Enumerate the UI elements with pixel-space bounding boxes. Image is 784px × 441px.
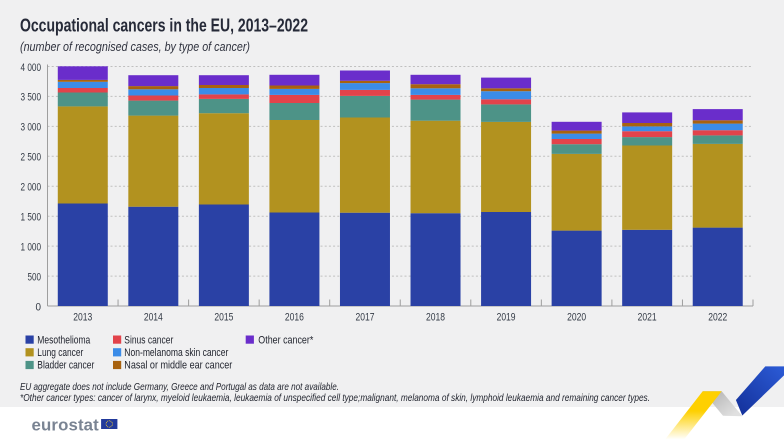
svg-text:Bladder cancer: Bladder cancer bbox=[37, 360, 94, 372]
svg-text:Nasal or middle ear cancer: Nasal or middle ear cancer bbox=[124, 360, 232, 372]
svg-text:0: 0 bbox=[36, 301, 42, 313]
svg-text:4 000: 4 000 bbox=[21, 62, 42, 74]
svg-text:Lung cancer: Lung cancer bbox=[37, 347, 83, 359]
svg-text:Occupational cancers in the EU: Occupational cancers in the EU, 2013–202… bbox=[20, 14, 308, 35]
svg-text:Mesothelioma: Mesothelioma bbox=[37, 334, 90, 346]
svg-text:2019: 2019 bbox=[497, 312, 516, 324]
svg-text:2021: 2021 bbox=[638, 312, 657, 324]
svg-text:Non-melanoma skin cancer: Non-melanoma skin cancer bbox=[124, 347, 228, 359]
svg-text:(number of recognised cases, b: (number of recognised cases, by type of … bbox=[20, 39, 250, 54]
svg-text:EU aggregate does not include: EU aggregate does not include Germany, G… bbox=[20, 382, 339, 393]
svg-text:*Other cancer types: cancer of: *Other cancer types: cancer of larynx, m… bbox=[20, 393, 650, 404]
svg-text:2015: 2015 bbox=[214, 312, 233, 324]
svg-text:2 500: 2 500 bbox=[21, 152, 42, 164]
svg-text:2013: 2013 bbox=[73, 312, 92, 324]
svg-text:2020: 2020 bbox=[567, 312, 586, 324]
svg-text:2022: 2022 bbox=[708, 312, 727, 324]
svg-text:2014: 2014 bbox=[144, 312, 163, 324]
svg-text:3 000: 3 000 bbox=[21, 122, 42, 134]
svg-text:Other cancer*: Other cancer* bbox=[258, 334, 313, 346]
svg-text:2 000: 2 000 bbox=[21, 182, 42, 194]
svg-text:2017: 2017 bbox=[355, 312, 374, 324]
svg-text:2016: 2016 bbox=[285, 312, 304, 324]
svg-text:Sinus cancer: Sinus cancer bbox=[124, 334, 173, 346]
svg-text:3 500: 3 500 bbox=[21, 92, 42, 104]
svg-text:1 500: 1 500 bbox=[21, 212, 42, 224]
svg-text:eurostat: eurostat bbox=[32, 415, 100, 434]
svg-text:1 000: 1 000 bbox=[21, 241, 42, 253]
svg-text:500: 500 bbox=[28, 271, 42, 283]
svg-text:2018: 2018 bbox=[426, 312, 445, 324]
